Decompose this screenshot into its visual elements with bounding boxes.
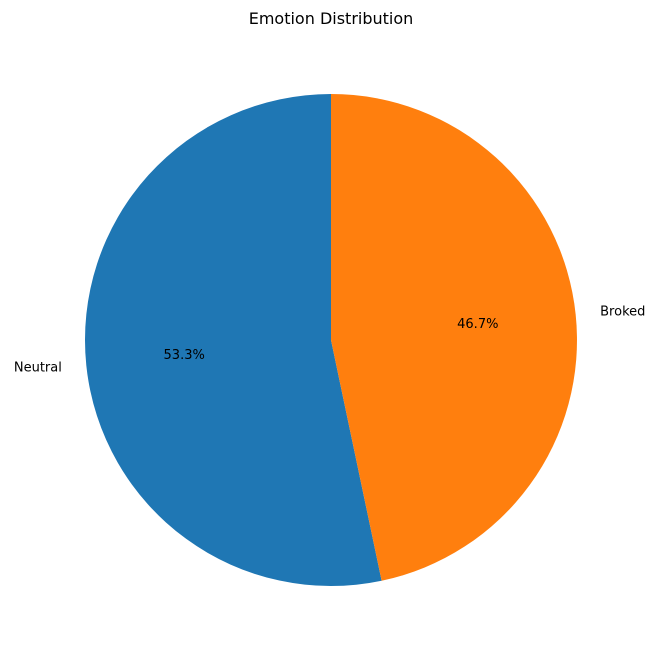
slice-label-neutral: Neutral: [14, 361, 62, 376]
pie-slice-neutral: [84, 94, 382, 587]
slice-percent-broked: 46.7%: [457, 317, 498, 332]
slice-percent-neutral: 53.3%: [164, 348, 205, 363]
pie-slices: [84, 94, 577, 587]
chart-title: Emotion Distribution: [249, 9, 414, 28]
slice-label-broked: Broked: [600, 305, 645, 320]
pie-slice-broked: [331, 94, 577, 581]
pie-labels: Neutral 53.3% Broked 46.7%: [14, 305, 646, 376]
